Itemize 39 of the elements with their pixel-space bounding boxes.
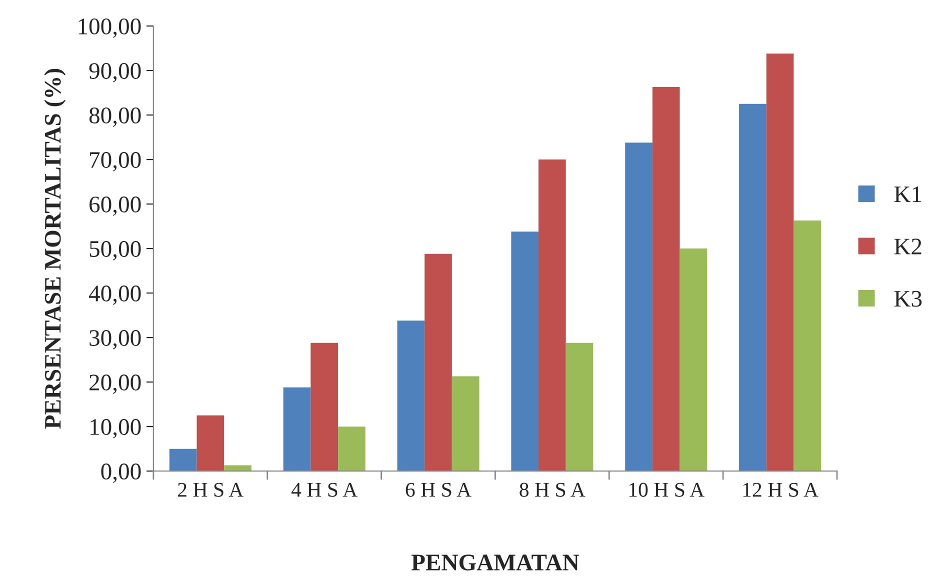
x-tick-label: 4 H S A [291,482,358,497]
legend-label: K1 [894,186,922,202]
bar [680,248,708,472]
legend-label: K2 [894,238,922,254]
x-tick-label: 6 H S A [406,482,472,497]
bar [766,54,794,472]
bar [452,376,480,472]
bar [283,387,311,472]
y-tick-label: 40,00 [88,286,141,305]
x-tick-label: 10 H S A [629,482,704,497]
y-tick-label: 70,00 [90,152,141,172]
y-tick-label: 0,00 [101,464,141,483]
x-tick-label: 12 H S A [743,482,818,497]
bar [566,342,594,472]
y-tick-label: 20,00 [90,374,141,394]
x-tick-label: 8 H S A [520,482,586,497]
bar [538,160,566,472]
bar [169,448,197,472]
y-tick-label: 90,00 [89,63,141,82]
bar [511,232,539,472]
x-tick-label: 2 H S A [178,482,244,497]
bar [310,342,338,472]
y-tick-label: 100,00 [78,18,141,38]
bar [424,254,452,472]
y-axis-title: PERSENTASE MORTALITAS (%) [44,68,66,429]
y-tick-label: 30,00 [90,330,141,350]
bar [196,415,224,472]
legend-label: K3 [894,290,922,307]
bar [625,142,652,472]
y-tick-label: 60,00 [90,196,141,216]
bar [794,220,822,472]
bar [338,426,366,472]
y-tick-label: 80,00 [89,108,141,127]
y-tick-label: 50,00 [90,241,141,260]
y-tick-label: 10,00 [90,419,141,438]
bar [652,86,680,472]
x-axis-title: PENGAMATAN [411,554,580,570]
bar [739,104,766,472]
bar [397,320,425,472]
